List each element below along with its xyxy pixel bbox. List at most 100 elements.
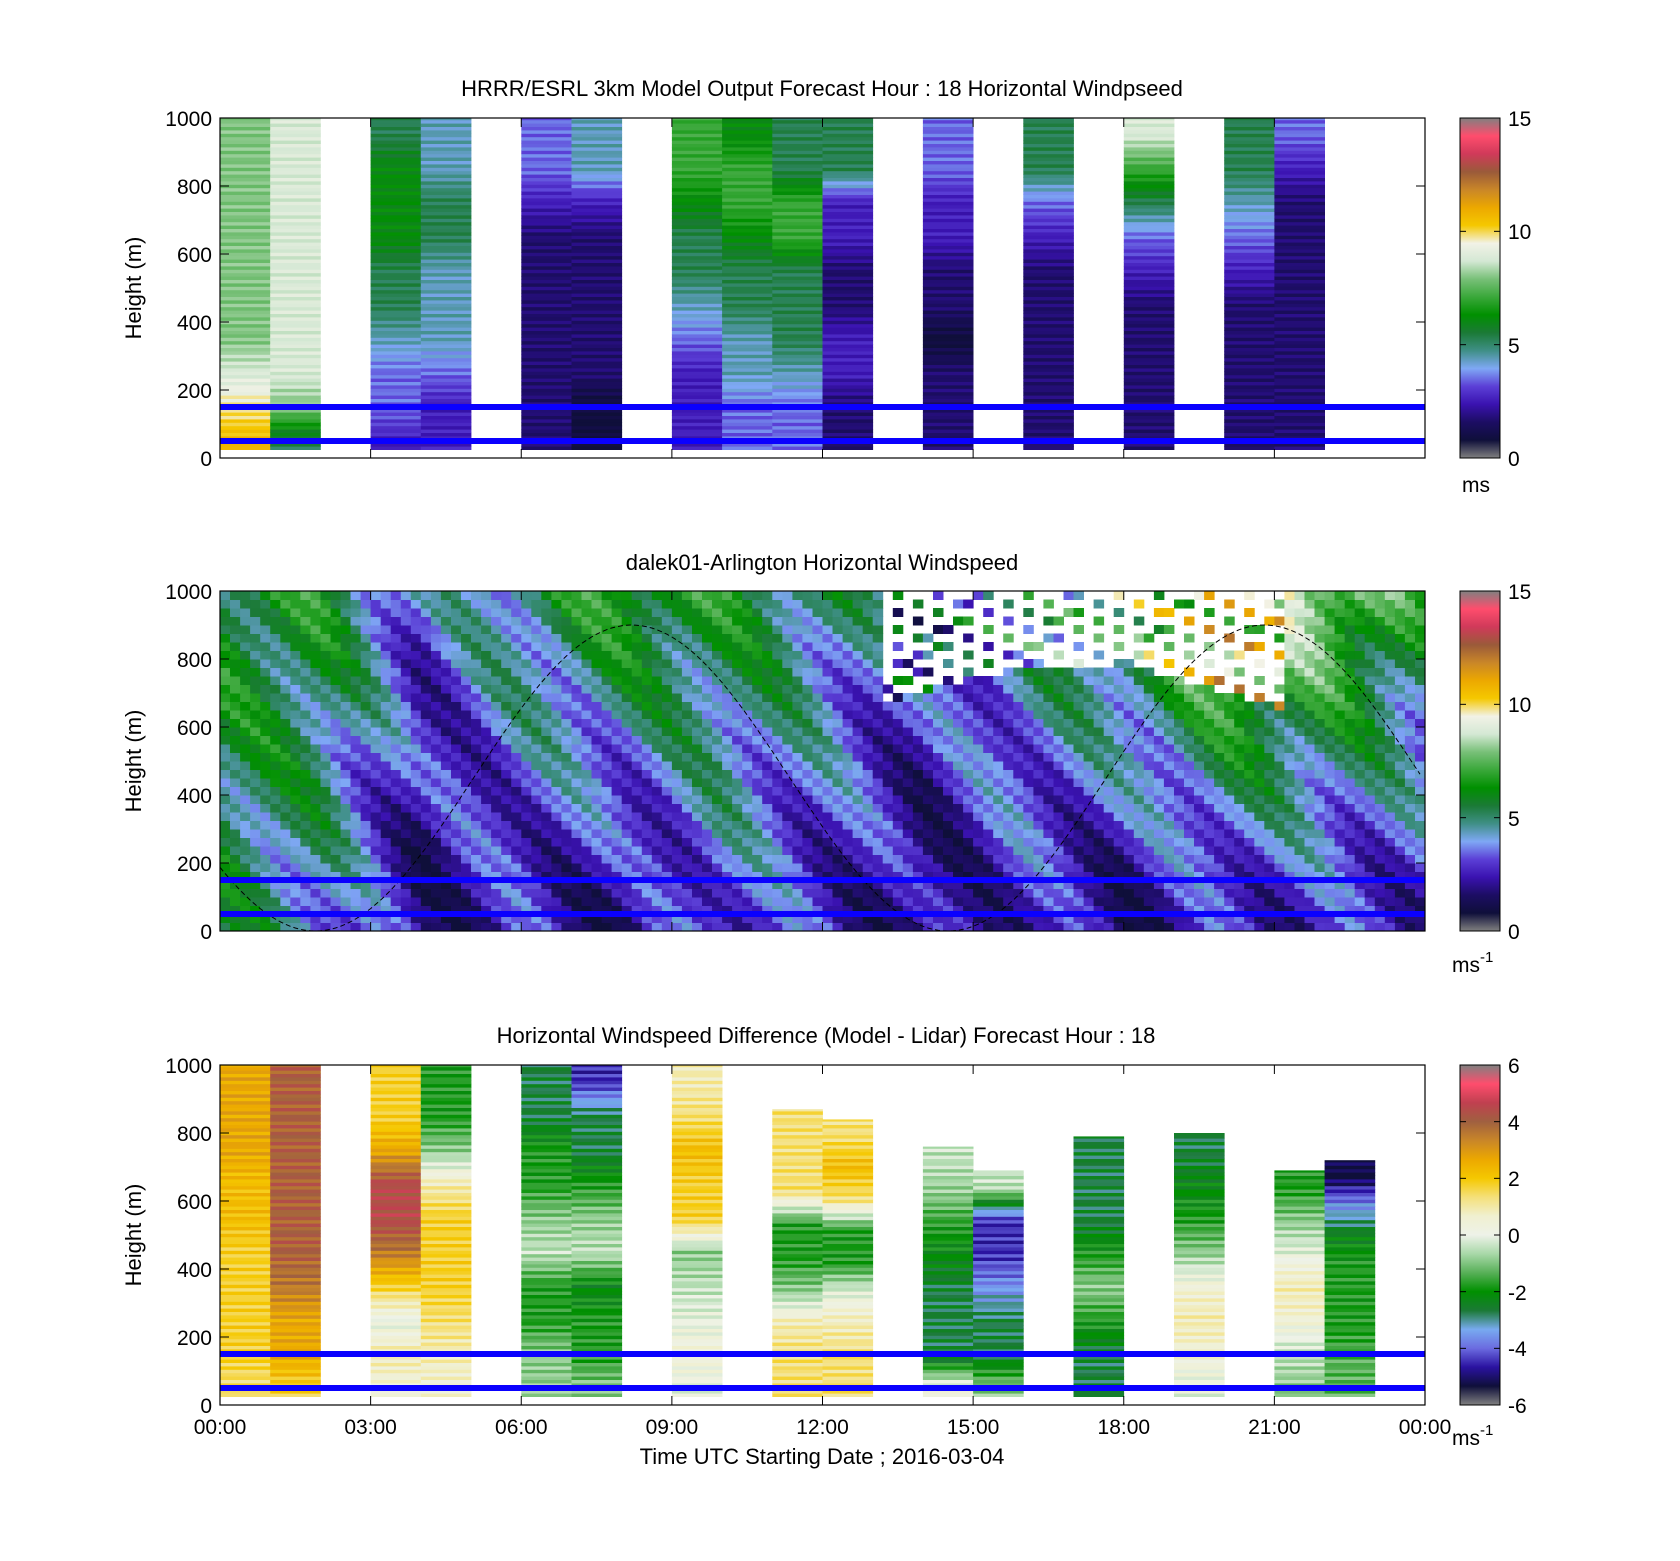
lidar-cell <box>852 871 864 881</box>
lidar-cell <box>360 803 372 813</box>
lidar-cell <box>440 905 452 915</box>
profile-cell <box>922 347 974 352</box>
lidar-cell <box>220 744 231 753</box>
lidar-cell <box>491 829 502 838</box>
lidar-cell <box>481 693 492 702</box>
lidar-cell <box>822 888 833 898</box>
profile-cell <box>772 272 823 277</box>
lidar-cell <box>1093 727 1105 736</box>
lidar-cell <box>882 795 894 804</box>
lidar-cell <box>390 625 402 634</box>
lidar-cell <box>943 752 954 762</box>
lidar-cell <box>340 846 351 855</box>
lidar-cell <box>1123 795 1135 804</box>
profile-cell <box>370 204 422 209</box>
lidar-cell <box>1033 854 1044 864</box>
profile-cell <box>822 167 874 172</box>
lidar-cell <box>601 710 613 719</box>
lidar-cell <box>461 854 472 864</box>
lidar-cell <box>591 922 602 931</box>
profile-cell <box>370 167 422 172</box>
lidar-cell <box>611 820 623 830</box>
profile-cell <box>370 415 422 420</box>
lidar-cell <box>250 650 261 660</box>
lidar-cell <box>671 812 683 821</box>
lidar-cell <box>1083 854 1095 864</box>
lidar-cell <box>963 735 974 745</box>
lidar-cell <box>631 820 643 830</box>
lidar-cell <box>420 863 432 872</box>
lidar-cell <box>702 761 713 770</box>
profile-cell <box>521 150 572 155</box>
profile-cell <box>1123 446 1175 450</box>
lidar-cell <box>400 863 412 872</box>
lidar-cell <box>892 803 904 813</box>
profile-cell <box>822 350 874 355</box>
profile-cell <box>420 160 472 165</box>
lidar-cell <box>792 888 803 898</box>
profile-cell <box>772 255 823 260</box>
lidar-cell <box>400 922 412 931</box>
lidar-cell <box>1043 599 1054 609</box>
profile-cell <box>671 276 723 280</box>
lidar-cell <box>842 599 854 609</box>
lidar-cell <box>712 642 723 651</box>
lidar-cell <box>220 616 231 626</box>
lidar-cell <box>1083 803 1095 813</box>
profile-cell <box>922 306 974 311</box>
lidar-cell <box>1063 591 1074 600</box>
profile-cell <box>270 191 321 195</box>
profile-cell <box>521 398 572 403</box>
profile-cell <box>1123 218 1175 223</box>
lidar-cell <box>350 625 361 634</box>
lidar-cell <box>862 854 874 864</box>
lidar-cell <box>1083 769 1095 779</box>
profile-cell <box>1123 384 1175 389</box>
lidar-cell <box>501 914 512 923</box>
lidar-cell <box>491 659 502 668</box>
profile-cell <box>1224 123 1275 127</box>
profile-cell <box>370 245 422 250</box>
lidar-cell <box>651 710 663 719</box>
lidar-cell <box>270 701 281 711</box>
profile-cell <box>822 429 874 433</box>
lidar-cell <box>280 897 291 906</box>
lidar-cell <box>380 727 392 736</box>
lidar-cell <box>712 820 723 830</box>
profile-cell <box>822 146 874 151</box>
lidar-cell <box>541 846 552 855</box>
profile-cell <box>922 174 974 178</box>
lidar-cell <box>541 761 552 770</box>
lidar-cell <box>280 854 291 864</box>
lidar-cell <box>410 837 422 847</box>
profile-cell <box>822 412 874 416</box>
lidar-cell <box>621 820 633 830</box>
profile-cell <box>1274 289 1325 294</box>
profile-cell <box>571 323 623 328</box>
profile-cell <box>370 388 422 393</box>
lidar-cell <box>772 744 783 753</box>
profile-cell <box>1123 425 1175 430</box>
lidar-cell <box>792 829 803 838</box>
profile-cell <box>220 225 271 229</box>
lidar-cell <box>270 616 281 626</box>
lidar-cell <box>511 684 522 694</box>
lidar-cell <box>230 829 241 838</box>
profile-cell <box>270 293 321 297</box>
lidar-cell <box>260 616 271 626</box>
lidar-cell <box>390 761 402 770</box>
lidar-cell <box>1113 880 1125 889</box>
lidar-cell <box>892 854 904 864</box>
profile-cell <box>1224 323 1275 328</box>
lidar-cell <box>1033 710 1044 719</box>
profile-cell <box>1274 197 1325 202</box>
profile-cell <box>521 289 572 294</box>
lidar-cell <box>471 914 482 923</box>
lidar-cell <box>943 922 954 931</box>
lidar-cell <box>531 625 542 634</box>
lidar-cell <box>973 744 984 753</box>
profile-cell <box>521 357 572 362</box>
lidar-cell <box>240 863 251 872</box>
lidar-cell <box>461 701 472 711</box>
lidar-cell <box>1083 693 1095 702</box>
